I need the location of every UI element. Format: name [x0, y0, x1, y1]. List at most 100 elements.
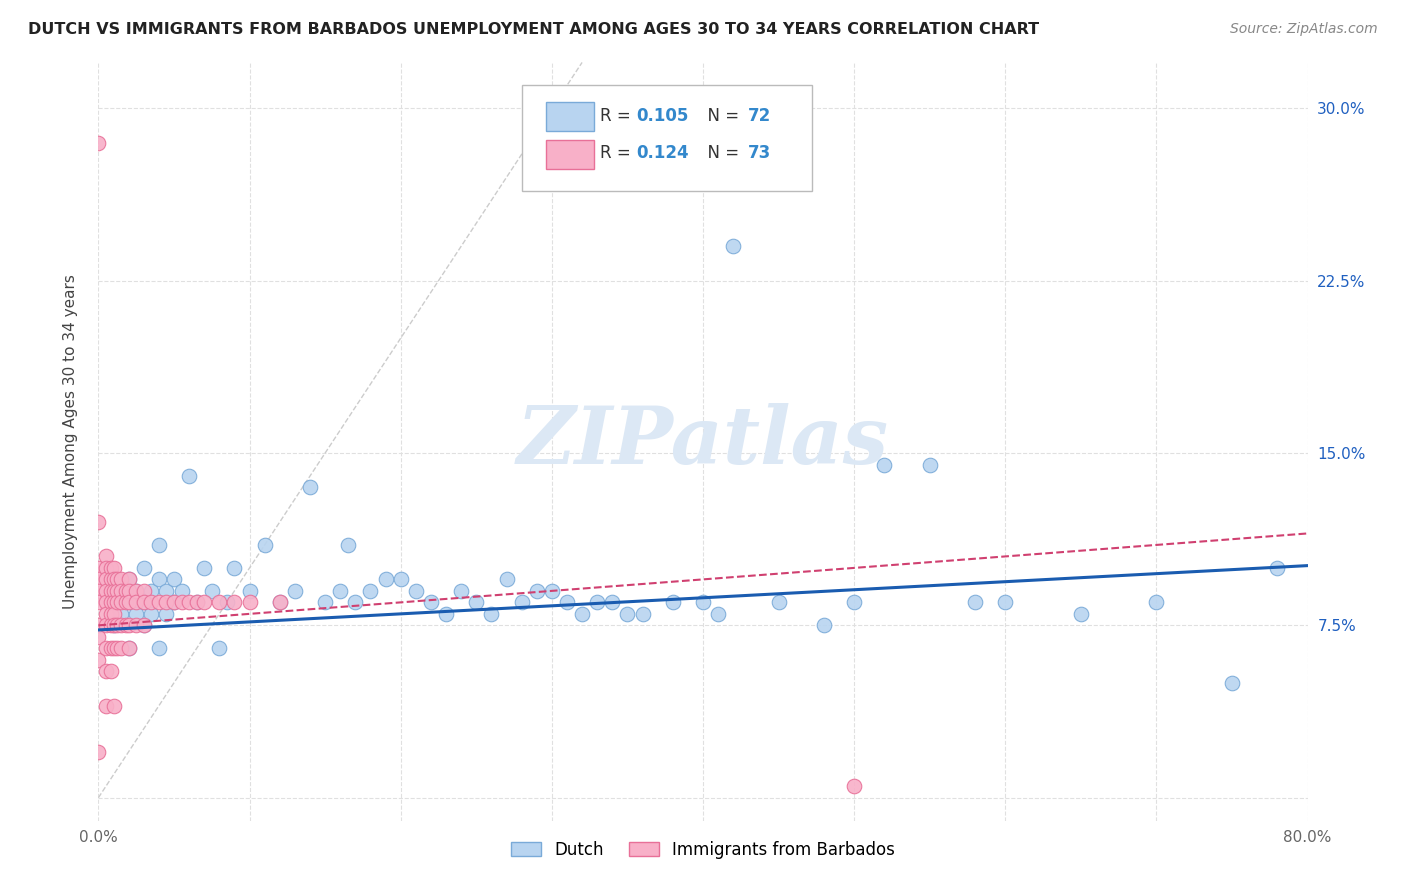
Point: [94, 698, 117, 713]
Point: [118, 583, 141, 598]
Point: [100, 665, 122, 679]
Point: [87, 583, 110, 598]
Point: [873, 458, 896, 472]
Point: [118, 573, 141, 587]
Text: N =: N =: [697, 145, 744, 162]
Point: [100, 561, 122, 575]
Point: [616, 607, 638, 621]
Point: [661, 595, 683, 609]
Point: [110, 583, 132, 598]
Point: [1144, 595, 1167, 609]
Point: [269, 595, 291, 609]
Point: [269, 595, 291, 609]
Point: [125, 595, 148, 609]
Point: [918, 458, 941, 472]
Point: [299, 481, 322, 495]
Point: [148, 538, 170, 552]
Point: [389, 573, 412, 587]
Point: [110, 641, 132, 656]
Point: [360, 583, 382, 598]
Point: [155, 607, 177, 621]
Point: [118, 641, 141, 656]
Point: [540, 583, 562, 598]
Point: [114, 583, 136, 598]
Point: [110, 607, 132, 621]
Point: [100, 618, 122, 632]
Point: [344, 595, 367, 609]
Point: [103, 561, 125, 575]
Point: [94, 665, 117, 679]
Text: 0.124: 0.124: [637, 145, 689, 162]
Point: [707, 607, 730, 621]
Point: [434, 607, 457, 621]
Point: [100, 641, 122, 656]
Point: [94, 573, 117, 587]
Point: [405, 583, 427, 598]
Point: [118, 595, 141, 609]
Point: [87, 618, 110, 632]
Point: [239, 583, 262, 598]
Text: R =: R =: [600, 145, 637, 162]
FancyBboxPatch shape: [546, 140, 595, 169]
Point: [336, 538, 359, 552]
Point: [87, 136, 110, 150]
Point: [100, 595, 122, 609]
Point: [118, 595, 141, 609]
Point: [163, 595, 186, 609]
Point: [87, 630, 110, 644]
Point: [94, 595, 117, 609]
Point: [253, 538, 276, 552]
Point: [526, 583, 548, 598]
Point: [118, 641, 141, 656]
Point: [148, 595, 170, 609]
Point: [163, 573, 186, 587]
Point: [602, 595, 624, 609]
Point: [215, 595, 238, 609]
Point: [103, 618, 125, 632]
Point: [141, 595, 163, 609]
Point: [110, 595, 132, 609]
Point: [994, 595, 1017, 609]
Point: [179, 469, 201, 483]
Point: [186, 595, 208, 609]
Text: 73: 73: [748, 145, 770, 162]
Point: [141, 607, 163, 621]
Point: [118, 618, 141, 632]
Point: [510, 595, 533, 609]
Point: [1070, 607, 1092, 621]
Point: [768, 595, 790, 609]
Legend: Dutch, Immigrants from Barbados: Dutch, Immigrants from Barbados: [505, 834, 901, 865]
Point: [105, 641, 128, 656]
Point: [148, 641, 170, 656]
Point: [208, 641, 231, 656]
Point: [813, 618, 835, 632]
Point: [110, 573, 132, 587]
Point: [224, 595, 246, 609]
Point: [201, 583, 224, 598]
Point: [314, 595, 336, 609]
Point: [148, 573, 170, 587]
Point: [87, 561, 110, 575]
Point: [103, 641, 125, 656]
Point: [87, 653, 110, 667]
Point: [723, 239, 745, 253]
Point: [125, 583, 148, 598]
Point: [105, 583, 128, 598]
Point: [631, 607, 654, 621]
Point: [125, 618, 148, 632]
Point: [208, 595, 231, 609]
Point: [155, 595, 177, 609]
Point: [105, 573, 128, 587]
FancyBboxPatch shape: [546, 102, 595, 130]
Point: [132, 618, 155, 632]
Point: [555, 595, 578, 609]
Text: DUTCH VS IMMIGRANTS FROM BARBADOS UNEMPLOYMENT AMONG AGES 30 TO 34 YEARS CORRELA: DUTCH VS IMMIGRANTS FROM BARBADOS UNEMPL…: [28, 22, 1039, 37]
Point: [94, 561, 117, 575]
FancyBboxPatch shape: [522, 85, 811, 191]
Point: [163, 595, 186, 609]
Point: [571, 607, 593, 621]
Point: [103, 595, 125, 609]
Point: [94, 641, 117, 656]
Text: 0.105: 0.105: [637, 106, 689, 125]
Point: [329, 583, 352, 598]
